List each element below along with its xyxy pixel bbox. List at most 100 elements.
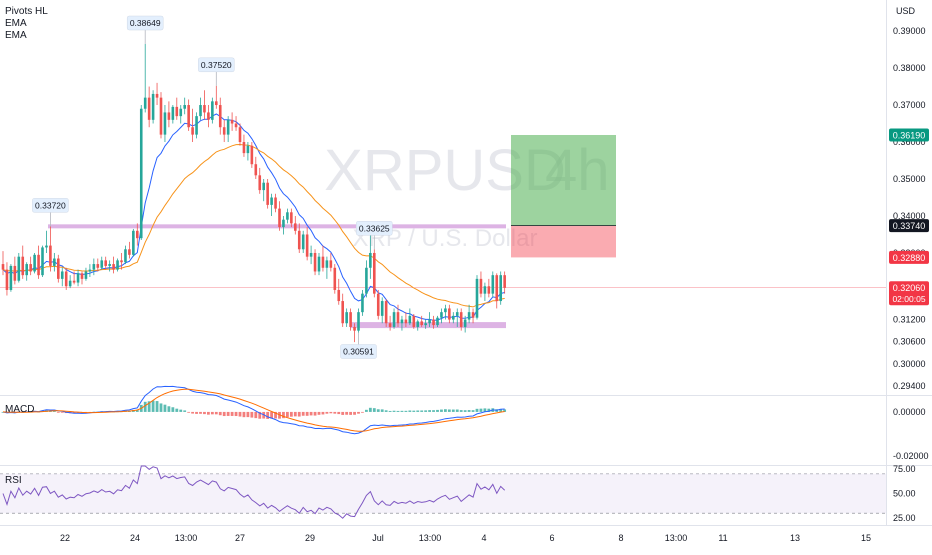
macd-histogram-bar xyxy=(341,411,345,415)
macd-histogram-bar xyxy=(155,401,159,412)
candle-body xyxy=(428,319,431,324)
pivot-box xyxy=(340,344,377,359)
candle-body xyxy=(72,280,76,283)
candle-body xyxy=(207,112,210,120)
macd-histogram-bar xyxy=(309,411,313,416)
legend-ema-1[interactable]: EMA xyxy=(5,18,27,29)
candle-body xyxy=(96,264,100,268)
macd-histogram-bar xyxy=(143,401,147,412)
macd-histogram-bar xyxy=(471,410,475,412)
macd-histogram-bar xyxy=(487,408,491,412)
candle-body xyxy=(345,312,348,324)
candle-body xyxy=(388,323,392,327)
candle-body xyxy=(68,280,72,287)
price-tag xyxy=(889,219,929,233)
macd-histogram-bar xyxy=(163,404,167,412)
candle-body xyxy=(203,105,206,113)
macd-histogram-bar xyxy=(297,411,301,417)
macd-histogram-bar xyxy=(199,411,202,414)
candle-body xyxy=(341,301,344,324)
candle-body xyxy=(242,142,246,154)
time-axis: 22 24 13:00 27 29 Jul 13:00 4 6 8 13:00 11 13 15 xyxy=(60,533,871,543)
rsi-tick-label: 25.00 xyxy=(893,513,916,523)
candle-body xyxy=(317,256,321,272)
macd-histogram-bar xyxy=(432,410,435,412)
candle-body xyxy=(143,97,147,109)
candle-body xyxy=(329,260,333,268)
legend-ema-2[interactable]: EMA xyxy=(5,30,27,41)
rsi-tick-label: 50.00 xyxy=(893,489,916,499)
macd-tick-label: 0.00000 xyxy=(893,407,926,417)
macd-histogram-bar xyxy=(195,411,198,414)
macd-histogram-bar xyxy=(301,411,305,416)
pivot-value: 0.30591 xyxy=(343,346,374,356)
candle-body xyxy=(266,182,269,205)
candle-body xyxy=(100,260,104,268)
macd-histogram-bar xyxy=(475,408,479,412)
macd-histogram-bar xyxy=(266,411,270,419)
macd-histogram-bar xyxy=(404,410,408,412)
macd-histogram-bar xyxy=(171,407,175,412)
macd-histogram-bar xyxy=(183,410,187,412)
macd-histogram-bar xyxy=(380,409,384,412)
macd-histogram-bar xyxy=(289,411,293,417)
candle-body xyxy=(199,105,202,117)
macd-histogram-bar xyxy=(420,410,424,412)
pivot-box xyxy=(198,57,235,73)
macd-title[interactable]: MACD xyxy=(5,404,35,415)
price-tag-value: 0.32060 xyxy=(893,283,926,293)
candle-body xyxy=(455,312,459,316)
macd-histogram-bar xyxy=(222,411,226,417)
macd-histogram-bar xyxy=(329,411,333,414)
candle-body xyxy=(76,273,80,283)
macd-histogram-bar xyxy=(408,410,412,412)
candle-body xyxy=(250,145,254,165)
rsi-line xyxy=(2,465,506,519)
rsi-title[interactable]: RSI xyxy=(5,475,22,486)
candle-body xyxy=(376,293,380,316)
macd-histogram-bar xyxy=(72,411,76,414)
macd-histogram-bar xyxy=(353,411,356,415)
macd-histogram-bar xyxy=(250,411,254,418)
candle-body xyxy=(147,97,151,120)
macd-histogram-bar xyxy=(483,408,487,412)
candle-body xyxy=(440,312,443,318)
candle-body xyxy=(17,256,21,281)
price-tick-label: 0.39000 xyxy=(893,26,926,36)
candle-body xyxy=(274,197,277,209)
macd-histogram-bar xyxy=(412,410,416,412)
legend-pivots[interactable]: Pivots HL xyxy=(5,6,48,17)
pivot-resistance-zone xyxy=(48,224,506,229)
macd-histogram-bar xyxy=(175,408,179,412)
candle-body xyxy=(270,197,273,205)
macd-histogram-bar xyxy=(293,411,297,417)
price-tick-label: 0.30000 xyxy=(893,359,926,369)
candle-body xyxy=(60,271,64,279)
currency-label: USD xyxy=(896,6,916,16)
candle-body xyxy=(424,323,427,326)
macd-histogram-bar xyxy=(333,411,337,414)
candle-body xyxy=(49,245,52,266)
macd-histogram-bar xyxy=(479,408,483,412)
price-tag-value: 0.32880 xyxy=(893,253,926,263)
candle-body xyxy=(305,234,309,257)
candle-body xyxy=(92,264,96,270)
macd-histogram-bar xyxy=(274,411,277,419)
candle-body xyxy=(278,208,281,228)
candle-body xyxy=(33,254,36,272)
macd-histogram-bar xyxy=(440,409,443,412)
candle-body xyxy=(325,260,329,268)
signal-line xyxy=(2,388,505,432)
macd-histogram-bar xyxy=(424,410,428,412)
macd-histogram-bar xyxy=(270,411,273,419)
time-tick-label: Jul xyxy=(372,533,384,543)
time-tick-label: 13:00 xyxy=(419,533,442,543)
candle-body xyxy=(45,245,48,248)
candle-body xyxy=(412,315,416,327)
candle-body xyxy=(25,264,28,276)
candle-body xyxy=(369,252,372,268)
macd-histogram-bar xyxy=(167,406,171,412)
candle-body xyxy=(471,312,475,318)
